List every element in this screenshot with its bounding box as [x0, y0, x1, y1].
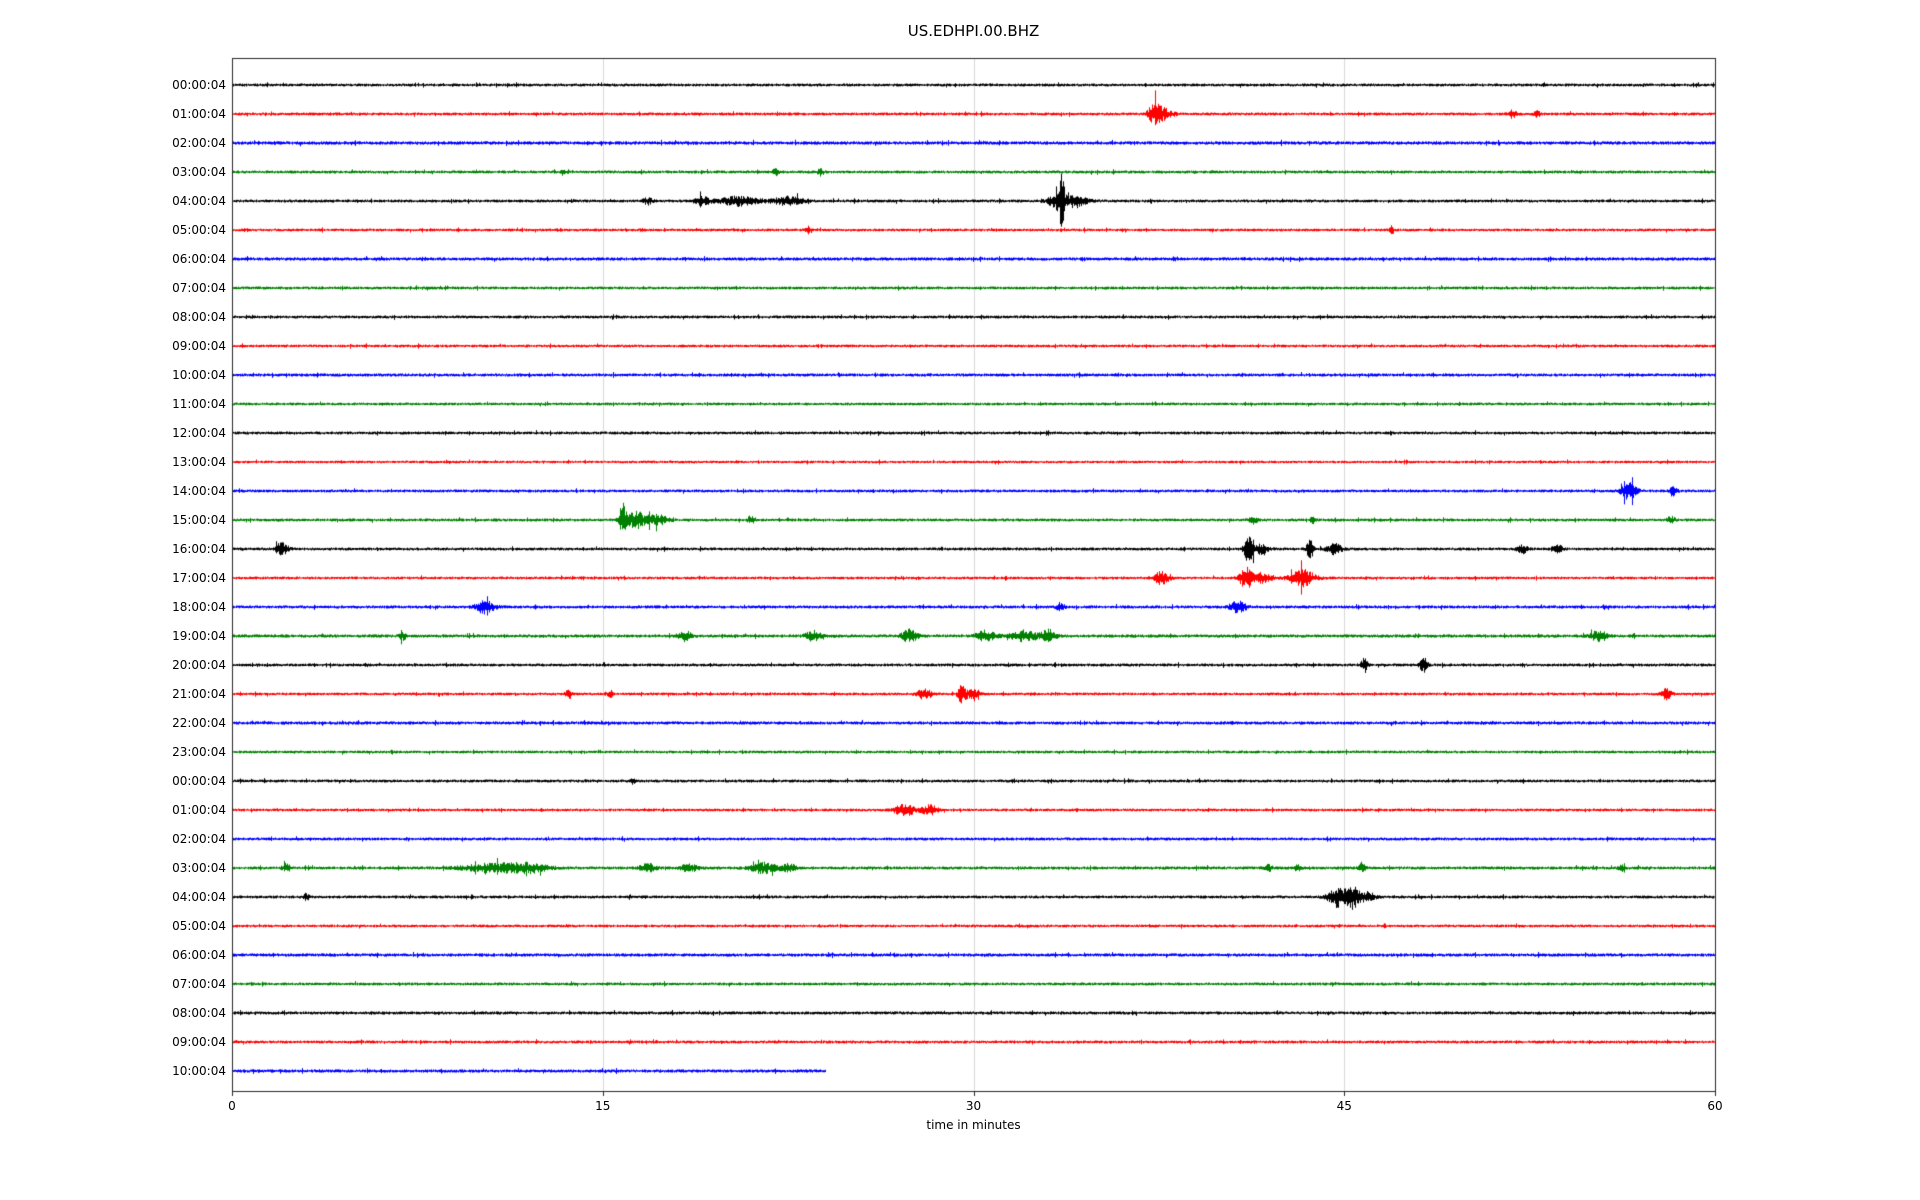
row-label: 03:00:04 [172, 165, 226, 179]
row-label: 09:00:04 [172, 339, 226, 353]
row-label: 02:00:04 [172, 136, 226, 150]
row-label: 06:00:04 [172, 948, 226, 962]
row-label: 15:00:04 [172, 513, 226, 527]
row-label: 07:00:04 [172, 281, 226, 295]
row-label: 09:00:04 [172, 1035, 226, 1049]
row-label: 13:00:04 [172, 455, 226, 469]
row-label: 18:00:04 [172, 600, 226, 614]
row-label: 19:00:04 [172, 629, 226, 643]
row-label: 20:00:04 [172, 658, 226, 672]
row-label: 17:00:04 [172, 571, 226, 585]
row-label: 08:00:04 [172, 310, 226, 324]
row-label: 01:00:04 [172, 107, 226, 121]
row-label: 06:00:04 [172, 252, 226, 266]
row-label: 05:00:04 [172, 223, 226, 237]
row-label: 01:00:04 [172, 803, 226, 817]
row-label: 11:00:04 [172, 397, 226, 411]
row-label: 23:00:04 [172, 745, 226, 759]
row-label: 08:00:04 [172, 1006, 226, 1020]
row-label: 04:00:04 [172, 890, 226, 904]
x-axis-label: time in minutes [926, 1118, 1021, 1132]
row-label: 14:00:04 [172, 484, 226, 498]
row-label: 05:00:04 [172, 919, 226, 933]
x-tick-label: 15 [595, 1099, 611, 1113]
row-label: 22:00:04 [172, 716, 226, 730]
row-label: 00:00:04 [172, 78, 226, 92]
row-label: 21:00:04 [172, 687, 226, 701]
x-tick-label: 60 [1707, 1099, 1723, 1113]
x-tick-label: 0 [228, 1099, 236, 1113]
row-label: 07:00:04 [172, 977, 226, 991]
row-label: 10:00:04 [172, 1064, 226, 1078]
row-label: 04:00:04 [172, 194, 226, 208]
row-label: 10:00:04 [172, 368, 226, 382]
row-label: 00:00:04 [172, 774, 226, 788]
row-label: 03:00:04 [172, 861, 226, 875]
x-tick-label: 30 [965, 1099, 982, 1113]
row-label: 12:00:04 [172, 426, 226, 440]
row-label: 02:00:04 [172, 832, 226, 846]
row-label: 16:00:04 [172, 542, 226, 556]
x-tick-label: 45 [1336, 1099, 1352, 1113]
